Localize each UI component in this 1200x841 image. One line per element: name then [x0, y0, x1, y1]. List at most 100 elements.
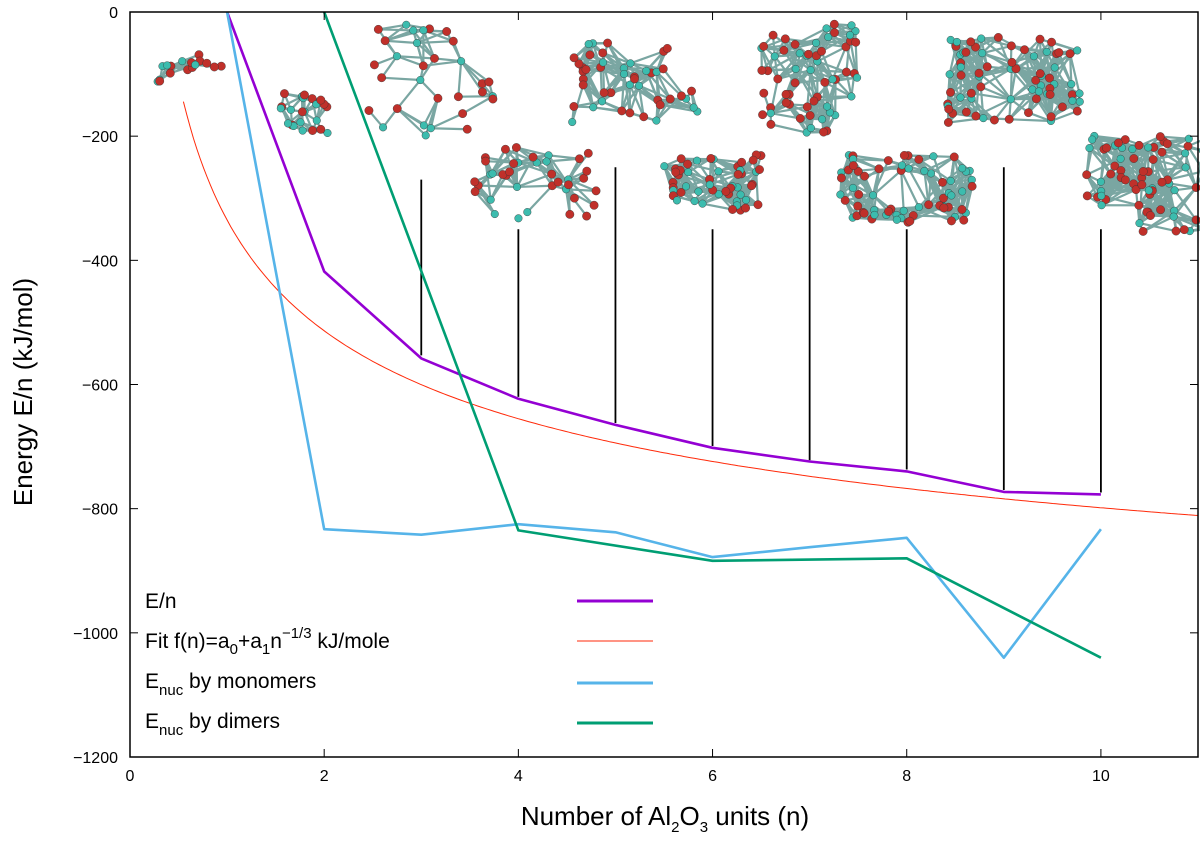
aluminium-atom [869, 191, 878, 200]
aluminium-atom [684, 168, 693, 177]
aluminium-atom [1097, 201, 1106, 210]
aluminium-atom [568, 118, 577, 127]
x-tick-label: 4 [514, 768, 523, 785]
oxygen-atom [676, 188, 686, 197]
aluminium-atom [892, 215, 901, 224]
oxygen-atom [591, 186, 601, 196]
oxygen-atom [976, 82, 986, 92]
x-tick-label: 2 [320, 768, 329, 785]
oxygen-atom [741, 203, 750, 213]
bond [457, 61, 463, 97]
oxygen-atom [481, 156, 490, 166]
oxygen-atom [569, 102, 579, 111]
oxygen-atom [509, 159, 519, 168]
oxygen-atom [944, 104, 954, 114]
aluminium-atom [660, 162, 669, 171]
oxygen-atom [1047, 37, 1056, 47]
oxygen-atom [553, 177, 563, 187]
oxygen-atom [971, 111, 981, 121]
bond [872, 169, 902, 197]
oxygen-atom [470, 187, 480, 197]
bond [378, 23, 407, 31]
bond [478, 184, 518, 189]
oxygen-atom [755, 165, 764, 174]
aluminium-atom [1006, 95, 1015, 104]
aluminium-atom [1181, 163, 1190, 172]
aluminium-atom [523, 208, 532, 217]
oxygen-atom [747, 181, 756, 191]
bond [826, 79, 837, 107]
bond [709, 173, 739, 186]
oxygen-atom [1157, 177, 1167, 187]
oxygen-atom [759, 88, 769, 98]
oxygen-atom [1171, 226, 1181, 236]
aluminium-atom [824, 33, 833, 42]
bond [416, 40, 454, 45]
oxygen-atom [1046, 112, 1056, 122]
bond [959, 96, 996, 121]
oxygen-atom [209, 62, 219, 72]
oxygen-atom [448, 36, 458, 46]
oxygen-atom [790, 78, 800, 88]
oxygen-atom [589, 200, 599, 210]
aluminium-atom [853, 73, 862, 82]
aluminium-atom [276, 104, 285, 113]
aluminium-atom [851, 27, 860, 36]
bond [981, 52, 1013, 64]
aluminium-atom [634, 81, 643, 90]
aluminium-atom [945, 70, 954, 79]
aluminium-atom [1034, 87, 1043, 96]
oxygen-atom [484, 77, 494, 87]
bond [1148, 166, 1186, 173]
aluminium-atom [914, 203, 923, 212]
bond [460, 60, 484, 93]
bond [385, 39, 418, 45]
oxygen-atom [1035, 69, 1045, 79]
oxygen-atom [853, 201, 863, 211]
oxygen-atom [453, 92, 463, 102]
oxygen-atom [373, 24, 383, 34]
oxygen-atom [884, 207, 893, 216]
oxygen-atom [505, 167, 514, 177]
bond [737, 174, 748, 201]
oxygen-atom [1035, 34, 1045, 44]
oxygen-atom [658, 64, 668, 74]
bond [567, 178, 597, 192]
bond [606, 42, 632, 65]
oxygen-atom [938, 177, 947, 187]
aluminium-atom [1050, 63, 1059, 72]
oxygen-atom [853, 166, 863, 176]
bond [565, 188, 597, 192]
oxygen-atom [511, 143, 521, 152]
legend-label-en: E/n [145, 590, 177, 613]
aluminium-atom [426, 124, 435, 133]
oxygen-atom [574, 59, 584, 69]
oxygen-atom [974, 68, 984, 78]
oxygen-atom [851, 37, 861, 47]
oxygen-atom [630, 74, 639, 84]
oxygen-atom [1065, 49, 1075, 59]
oxygen-atom [1072, 106, 1082, 116]
aluminium-atom [978, 49, 987, 58]
aluminium-atom [642, 66, 651, 75]
aluminium-atom [1097, 191, 1106, 200]
y-tick-label: −800 [82, 502, 118, 519]
bond [713, 158, 742, 164]
oxygen-atom [1020, 45, 1029, 55]
oxygen-atom [914, 155, 924, 164]
oxygen-atom [582, 166, 592, 176]
cluster-structure-3 [364, 20, 498, 140]
bond [873, 168, 881, 211]
y-tick-label: −200 [82, 129, 118, 146]
aluminium-atom [693, 156, 702, 165]
bond [430, 127, 468, 131]
bond [980, 37, 1013, 64]
bond [430, 112, 464, 130]
oxygen-atom [1157, 147, 1167, 157]
aluminium-atom [392, 52, 401, 61]
oxygen-atom [758, 110, 767, 120]
bond [1166, 143, 1187, 169]
oxygen-atom [961, 107, 971, 117]
bond [434, 57, 462, 63]
oxygen-atom [899, 151, 909, 160]
